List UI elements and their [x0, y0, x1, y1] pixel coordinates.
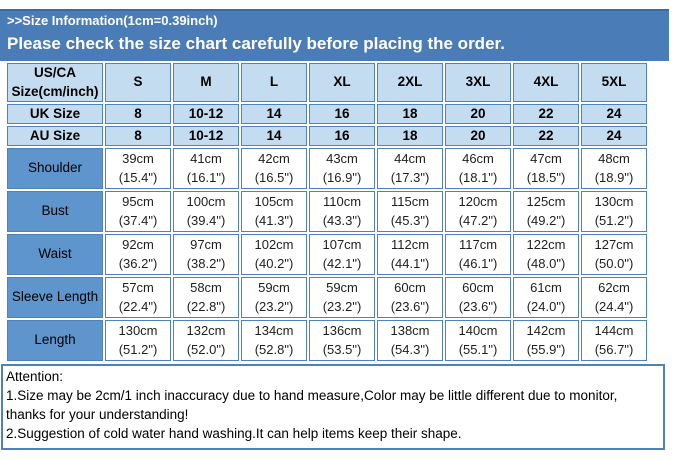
- measurement-cell: 60cm (23.6"): [445, 276, 511, 318]
- measurement-cell: 105cm (41.3"): [241, 190, 307, 232]
- measurement-cell: 61cm (24.0"): [513, 276, 579, 318]
- measurement-cell: 115cm (45.3"): [377, 190, 443, 232]
- table-row-uk-size: UK Size 8 10-12 14 16 18 20 22 24: [7, 103, 647, 124]
- size-cell: 14: [241, 103, 307, 124]
- row-label: Sleeve Length: [7, 276, 103, 318]
- attention-box: Attention: 1.Size may be 2cm/1 inch inac…: [1, 363, 665, 451]
- measurement-cell: 42cm (16.5"): [241, 147, 307, 189]
- measurement-cell: 112cm (44.1"): [377, 233, 443, 275]
- size-cell: 22: [513, 125, 579, 146]
- measurement-cell: 130cm (51.2"): [581, 190, 647, 232]
- measurement-cell: 57cm (22.4"): [105, 276, 171, 318]
- measurement-cell: 100cm (39.4"): [173, 190, 239, 232]
- measurement-cell: 59cm (23.2"): [309, 276, 375, 318]
- size-cell: 8: [105, 103, 171, 124]
- size-cell: 14: [241, 125, 307, 146]
- attention-note-1: 1.Size may be 2cm/1 inch inaccuracy due …: [6, 387, 618, 423]
- column-header-3xl: 3XL: [445, 63, 511, 102]
- measurement-cell: 60cm (23.6"): [377, 276, 443, 318]
- size-cell: 10-12: [173, 125, 239, 146]
- size-cell: 20: [445, 103, 511, 124]
- measurement-cell: 127cm (50.0"): [581, 233, 647, 275]
- measurement-cell: 43cm (16.9"): [309, 147, 375, 189]
- size-cell: 16: [309, 103, 375, 124]
- measurement-cell: 122cm (48.0"): [513, 233, 579, 275]
- column-header-l: L: [241, 63, 307, 102]
- measurement-cell: 47cm (18.5"): [513, 147, 579, 189]
- size-cell: 10-12: [173, 103, 239, 124]
- row-label: Bust: [7, 190, 103, 232]
- measurement-cell: 134cm (52.8"): [241, 319, 307, 361]
- measurement-cell: 102cm (40.2"): [241, 233, 307, 275]
- measurement-cell: 59cm (23.2"): [241, 276, 307, 318]
- size-cell: 22: [513, 103, 579, 124]
- measurement-cell: 132cm (52.0"): [173, 319, 239, 361]
- measurement-cell: 46cm (18.1"): [445, 147, 511, 189]
- measurement-cell: 62cm (24.4"): [581, 276, 647, 318]
- column-header-xl: XL: [309, 63, 375, 102]
- attention-title: Attention:: [6, 368, 64, 384]
- column-header-5xl: 5XL: [581, 63, 647, 102]
- measurement-cell: 140cm (55.1"): [445, 319, 511, 361]
- measurement-cell: 92cm (36.2"): [105, 233, 171, 275]
- measurement-cell: 125cm (49.2"): [513, 190, 579, 232]
- measurement-cell: 97cm (38.2"): [173, 233, 239, 275]
- size-info-banner: >>Size Information(1cm=0.39inch) Please …: [0, 9, 669, 62]
- banner-warning: Please check the size chart carefully be…: [7, 33, 505, 53]
- measurement-cell: 117cm (46.1"): [445, 233, 511, 275]
- measurement-cell: 95cm (37.4"): [105, 190, 171, 232]
- measurement-cell: 144cm (56.7"): [581, 319, 647, 361]
- corner-header: US/CA Size(cm/inch): [7, 63, 103, 102]
- table-header-row: US/CA Size(cm/inch) S M L XL 2XL 3XL 4XL…: [7, 63, 647, 102]
- measurement-cell: 130cm (51.2"): [105, 319, 171, 361]
- column-header-2xl: 2XL: [377, 63, 443, 102]
- row-label: Length: [7, 319, 103, 361]
- size-chart-table: US/CA Size(cm/inch) S M L XL 2XL 3XL 4XL…: [5, 61, 649, 363]
- size-cell: 20: [445, 125, 511, 146]
- row-label: Waist: [7, 233, 103, 275]
- table-row-length: Length 130cm (51.2") 132cm (52.0") 134cm…: [7, 319, 647, 361]
- size-cell: 8: [105, 125, 171, 146]
- row-label: AU Size: [7, 125, 103, 146]
- table-row-shoulder: Shoulder 39cm (15.4") 41cm (16.1") 42cm …: [7, 147, 647, 189]
- measurement-cell: 107cm (42.1"): [309, 233, 375, 275]
- table-row-bust: Bust 95cm (37.4") 100cm (39.4") 105cm (4…: [7, 190, 647, 232]
- measurement-cell: 39cm (15.4"): [105, 147, 171, 189]
- column-header-s: S: [105, 63, 171, 102]
- table-row-waist: Waist 92cm (36.2") 97cm (38.2") 102cm (4…: [7, 233, 647, 275]
- measurement-cell: 44cm (17.3"): [377, 147, 443, 189]
- column-header-m: M: [173, 63, 239, 102]
- measurement-cell: 120cm (47.2"): [445, 190, 511, 232]
- measurement-cell: 138cm (54.3"): [377, 319, 443, 361]
- measurement-cell: 142cm (55.9"): [513, 319, 579, 361]
- size-cell: 24: [581, 103, 647, 124]
- column-header-4xl: 4XL: [513, 63, 579, 102]
- measurement-cell: 48cm (18.9"): [581, 147, 647, 189]
- table-row-au-size: AU Size 8 10-12 14 16 18 20 22 24: [7, 125, 647, 146]
- size-cell: 16: [309, 125, 375, 146]
- measurement-cell: 136cm (53.5"): [309, 319, 375, 361]
- row-label: Shoulder: [7, 147, 103, 189]
- measurement-cell: 110cm (43.3"): [309, 190, 375, 232]
- measurement-cell: 58cm (22.8"): [173, 276, 239, 318]
- attention-note-2: 2.Suggestion of cold water hand washing.…: [6, 426, 462, 442]
- size-cell: 24: [581, 125, 647, 146]
- banner-title: >>Size Information(1cm=0.39inch): [7, 13, 218, 28]
- size-cell: 18: [377, 103, 443, 124]
- table-row-sleeve-length: Sleeve Length 57cm (22.4") 58cm (22.8") …: [7, 276, 647, 318]
- row-label: UK Size: [7, 103, 103, 124]
- measurement-cell: 41cm (16.1"): [173, 147, 239, 189]
- size-cell: 18: [377, 125, 443, 146]
